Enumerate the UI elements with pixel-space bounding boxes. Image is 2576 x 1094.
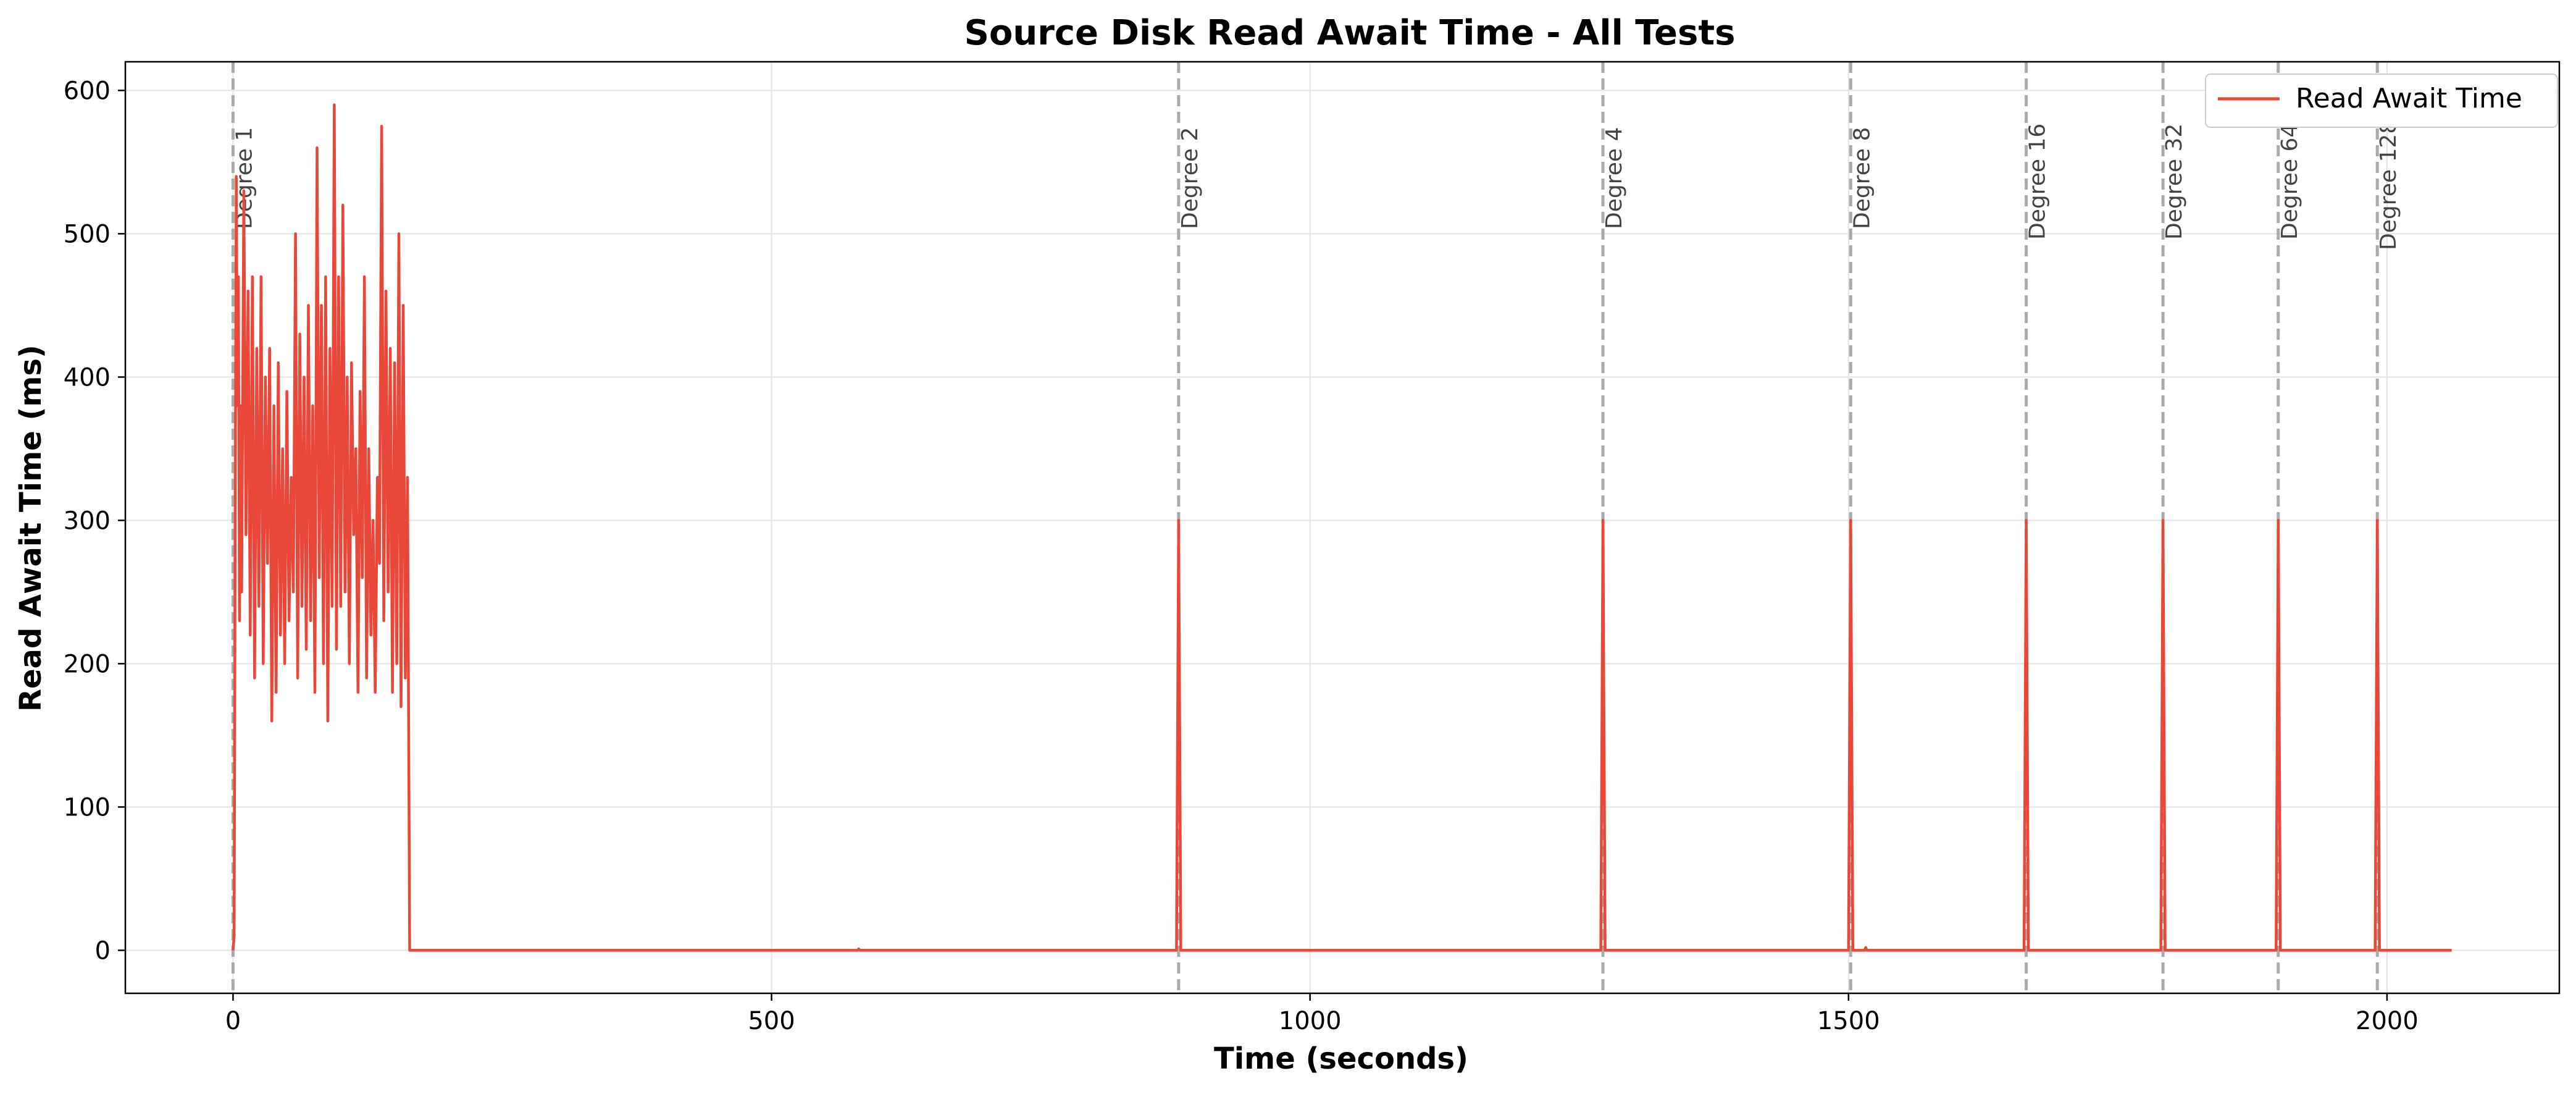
degree-marker-label: Degree 4 [1602, 127, 1627, 229]
y-tick-label: 0 [95, 936, 111, 965]
y-tick-label: 500 [64, 220, 111, 248]
degree-marker-label: Degree 128 [2376, 120, 2401, 250]
series-layer [232, 103, 2452, 952]
x-tick-label: 1500 [1817, 1007, 1880, 1035]
degree-marker-label: Degree 32 [2162, 124, 2187, 240]
x-tick-label: 1000 [1279, 1007, 1342, 1035]
y-axis-label: Read Await Time (ms) [14, 345, 48, 712]
y-tick-label: 600 [64, 77, 111, 105]
x-tick-label: 500 [748, 1007, 795, 1035]
legend-label: Read Await Time [2296, 83, 2522, 114]
series-line [232, 103, 2452, 952]
plot-frame [124, 61, 2561, 995]
y-tick-label: 200 [64, 650, 111, 678]
degree-marker-label: Degree 16 [2025, 124, 2051, 240]
chart-title: Source Disk Read Await Time - All Tests [964, 13, 1736, 53]
axis-ticks: 0 500 1000 1500 2000 0 100 200 300 400 500 600 [64, 77, 2419, 1035]
x-tick-label: 0 [225, 1007, 241, 1035]
legend-box [2205, 74, 2558, 128]
y-tick-label: 100 [64, 793, 111, 822]
x-axis-label: Time (seconds) [1214, 1041, 1468, 1076]
legend: Read Await Time [2205, 74, 2558, 128]
x-tick-label: 2000 [2356, 1007, 2419, 1035]
y-tick-label: 300 [64, 507, 111, 535]
degree-marker-label: Degree 64 [2277, 124, 2302, 240]
y-tick-label: 400 [64, 363, 111, 392]
degree-marker-label: Degree 8 [1849, 127, 1875, 229]
degree-marker-label: Degree 2 [1177, 127, 1203, 229]
